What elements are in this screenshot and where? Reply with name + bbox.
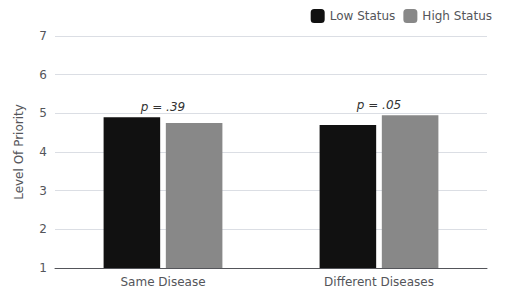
svg-text:3: 3 (39, 184, 47, 198)
svg-text:Level Of Priority: Level Of Priority (12, 104, 26, 200)
svg-text:1: 1 (39, 261, 47, 275)
svg-text:p = .05: p = .05 (356, 98, 401, 112)
svg-text:7: 7 (39, 29, 47, 43)
svg-text:p = .39: p = .39 (140, 100, 185, 114)
svg-text:Different Diseases: Different Diseases (324, 275, 434, 289)
svg-text:2: 2 (39, 222, 47, 236)
svg-text:4: 4 (39, 145, 47, 159)
svg-text:Same Disease: Same Disease (120, 275, 205, 289)
svg-text:5: 5 (39, 106, 47, 120)
svg-text:High Status: High Status (422, 9, 492, 23)
svg-text:Low Status: Low Status (330, 9, 396, 23)
svg-text:6: 6 (39, 68, 47, 82)
